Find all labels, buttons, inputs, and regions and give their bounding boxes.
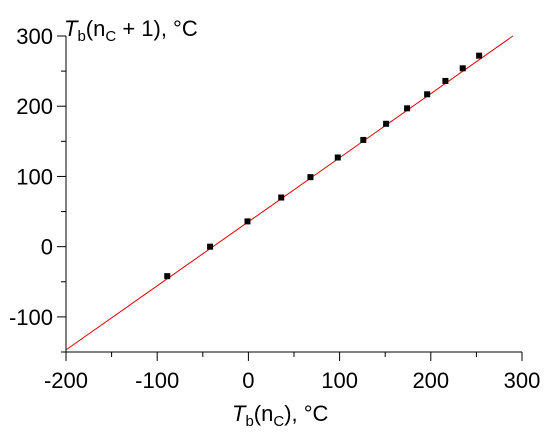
y-tick-label: 200 — [16, 94, 53, 119]
axes — [65, 36, 522, 353]
y-title-rest: + 1), °C — [116, 16, 198, 41]
y-tick-label: 100 — [16, 164, 53, 189]
data-point — [307, 174, 314, 181]
data-point — [424, 91, 431, 98]
data-point — [459, 65, 466, 72]
data-point — [442, 77, 449, 84]
x-tick-label: -200 — [44, 368, 88, 393]
data-point — [404, 105, 411, 112]
data-point — [383, 120, 390, 127]
x-title-var: T — [232, 401, 247, 426]
data-point — [164, 273, 171, 280]
y-tick-label: 300 — [16, 24, 53, 49]
y-axis-title: Tb(nC + 1), °C — [64, 16, 198, 45]
data-point — [360, 136, 367, 143]
x-tick-label: 300 — [504, 368, 541, 393]
y-tick-label: -100 — [9, 305, 53, 330]
x-title-mid: (n — [254, 401, 274, 426]
y-tick-label: 0 — [41, 235, 53, 260]
x-tick-label: 100 — [321, 368, 358, 393]
x-tick-label: 0 — [242, 368, 254, 393]
x-axis-title: Tb(nC), °C — [232, 401, 329, 430]
data-point — [278, 194, 285, 201]
data-point — [476, 52, 483, 59]
fit-line — [65, 35, 514, 351]
x-title-sub2: C — [273, 413, 284, 430]
y-title-var: T — [64, 16, 79, 41]
ticks: -200 -100 0 100 200 300 -100 0 100 200 300 — [9, 24, 540, 393]
x-tick-label: 200 — [412, 368, 449, 393]
data-point — [334, 154, 341, 161]
x-title-rest: ), °C — [284, 401, 328, 426]
data-point — [207, 243, 214, 250]
x-title-sub: b — [245, 413, 253, 430]
y-title-mid: (n — [86, 16, 106, 41]
data-marks — [65, 35, 514, 351]
y-title-sub: b — [77, 28, 85, 45]
y-title-sub2: C — [105, 28, 116, 45]
x-tick-label: -100 — [135, 368, 179, 393]
data-point — [244, 218, 251, 225]
